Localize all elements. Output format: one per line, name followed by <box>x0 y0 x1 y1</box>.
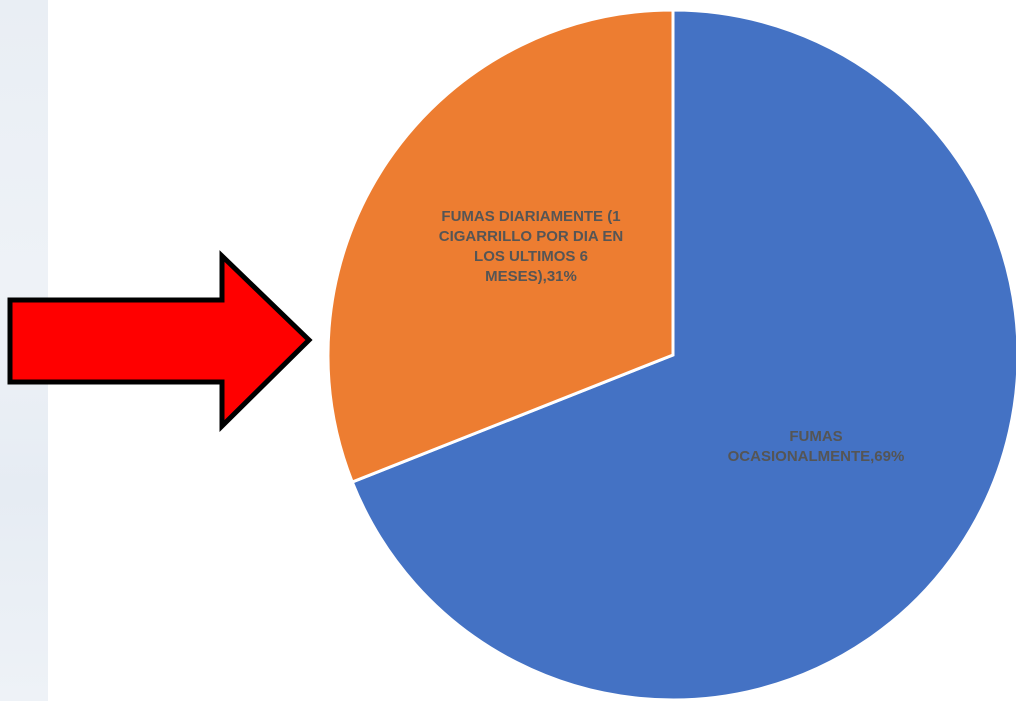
pie-slice-label-line: FUMAS DIARIAMENTE (1 <box>441 208 620 225</box>
pie-labels: FUMAS OCASIONALMENTE,69% FUMAS DIARIAMENTE… <box>439 208 905 465</box>
pie-slice-1 <box>350 8 1016 701</box>
pie-slice-label-line: LOS ULTIMOS 6 <box>474 248 588 265</box>
pie-slice-2 <box>326 8 675 484</box>
pie-slices <box>326 8 1016 701</box>
red-right-arrow-icon <box>7 250 313 432</box>
pie-slice-label-1: FUMAS OCASIONALMENTE,69% <box>728 428 905 465</box>
pie-slice-label-line: OCASIONALMENTE,69% <box>728 448 905 465</box>
pie-slice-label-2: FUMAS DIARIAMENTE (1 CIGARRILLO POR DIA E… <box>439 208 623 285</box>
pie-slice-label-line: FUMAS <box>789 428 842 445</box>
pie-slice-label-line: MESES),31% <box>485 268 577 285</box>
pie-slice-label-line: CIGARRILLO POR DIA EN <box>439 228 623 245</box>
